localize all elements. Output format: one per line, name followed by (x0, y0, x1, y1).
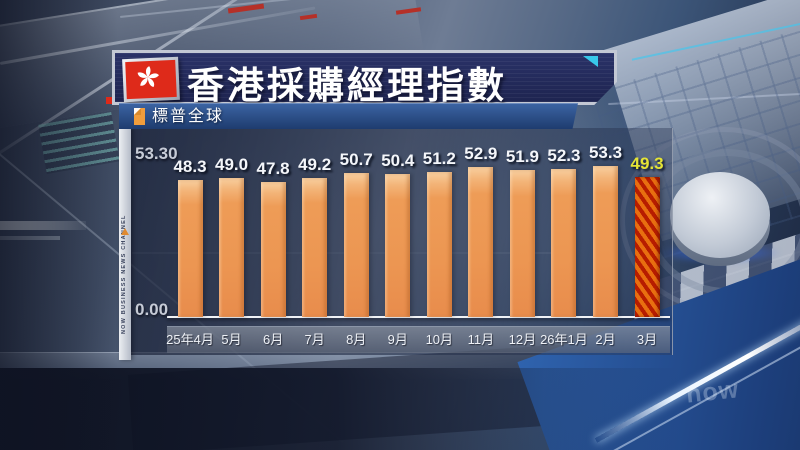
bar-3月 (634, 177, 660, 317)
x-axis-label: 2月 (595, 332, 616, 347)
triangle-up-icon (121, 228, 129, 235)
x-axis-label: 6月 (262, 332, 284, 347)
y-axis-min-label: 0.00 (135, 300, 169, 319)
bar-26年1月 (551, 168, 577, 317)
x-axis-label: 11月 (467, 332, 495, 347)
channel-side-strip: NOW BUSINESS NEWS CHANNEL (119, 128, 131, 360)
bar-7月 (302, 177, 328, 317)
legend-bar: 標普全球 (119, 103, 578, 129)
x-axis-label: 10月 (425, 332, 454, 347)
x-axis-label: 25年4月 (166, 332, 214, 347)
bg-dark-left-overlay (0, 0, 118, 450)
x-axis-label: 7月 (304, 332, 325, 347)
bar-value-label: 51.9 (505, 147, 539, 166)
data-source-label: 標普全球 (152, 108, 225, 125)
bar-12月 (509, 170, 535, 317)
x-axis-baseline (167, 316, 670, 318)
bar-value-label: 53.3 (588, 143, 623, 162)
bar-9月 (385, 174, 411, 317)
bar-value-label: 49.3 (630, 154, 664, 174)
bar-value-label: 49.0 (215, 155, 249, 175)
bar-11月 (468, 167, 494, 317)
bar-value-label: 48.3 (173, 157, 207, 177)
bar-6月 (260, 181, 286, 317)
cyan-corner-triangle-icon (583, 56, 598, 67)
bar-25年4月 (177, 180, 203, 317)
bar-5月 (219, 178, 245, 317)
bg-dark-bottom-overlay (0, 368, 800, 450)
bar-chart-panel: 53.30 0.00 48.3 25年4月 49.0 5月 47.8 6月 49.2 7月 50… (131, 128, 673, 355)
hong-kong-flag-icon (122, 56, 180, 103)
bar-value-label: 52.3 (547, 145, 581, 165)
bar-value-label: 51.2 (422, 148, 456, 168)
bar-10月 (426, 171, 452, 317)
bar-2月 (593, 166, 618, 317)
folded-page-icon (131, 107, 146, 126)
bar-value-label: 50.7 (339, 150, 373, 170)
bar-value-label: 49.2 (298, 154, 332, 174)
title-bar: 香港採購經理指數 (112, 50, 617, 105)
bars-layer: 48.3 25年4月 49.0 5月 47.8 6月 49.2 7月 50.7 8月 50.4 9月 5… (131, 128, 672, 355)
bar-8月 (343, 173, 369, 317)
x-axis-band (167, 326, 670, 353)
x-axis-label: 8月 (346, 332, 367, 347)
x-axis-label: 26年1月 (540, 332, 588, 347)
x-axis-label: 12月 (508, 332, 537, 347)
bar-value-label: 47.8 (256, 158, 290, 178)
bg-disc-top (670, 172, 770, 258)
x-axis-label: 5月 (221, 332, 242, 347)
x-axis-label: 3月 (636, 332, 658, 347)
bar-value-label: 50.4 (381, 151, 415, 171)
page-title: 香港採購經理指數 (187, 65, 507, 106)
y-axis-max-label: 53.30 (135, 144, 178, 163)
bar-value-label: 52.9 (464, 144, 498, 164)
hong-kong-flag-field (125, 59, 177, 100)
x-axis-label: 9月 (387, 332, 408, 347)
